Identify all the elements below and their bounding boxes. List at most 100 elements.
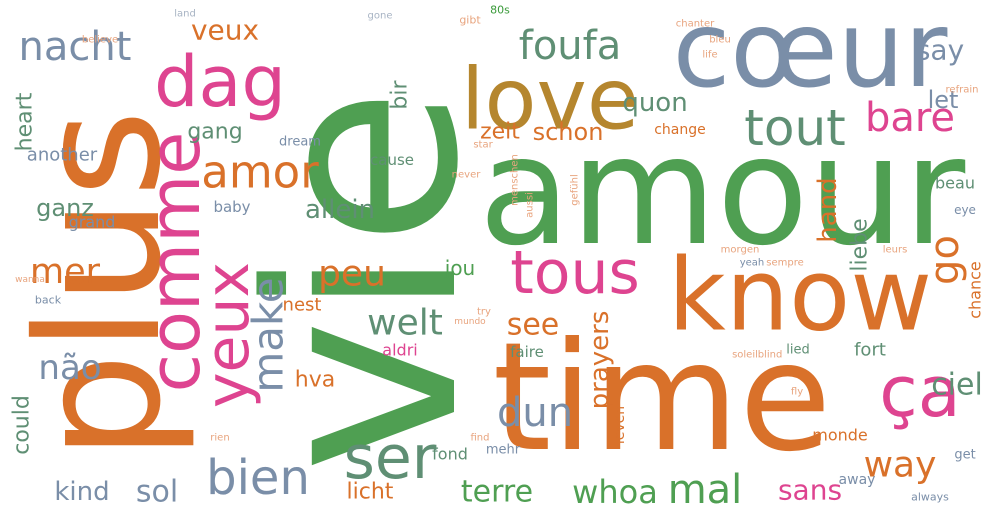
word: beau xyxy=(935,174,975,193)
word: nacht xyxy=(19,24,132,70)
word: say xyxy=(916,34,964,67)
word: find xyxy=(471,433,490,444)
word: hva xyxy=(295,368,335,393)
word: dream xyxy=(279,135,321,150)
word: zeit xyxy=(480,120,520,145)
word: blind xyxy=(758,350,783,361)
word: know xyxy=(668,237,932,354)
word: comme xyxy=(134,132,216,393)
word: mehr xyxy=(486,443,521,458)
word: sol xyxy=(136,475,178,510)
word: chanter xyxy=(676,19,715,30)
word: fort xyxy=(854,340,886,361)
word: mundo xyxy=(454,317,486,327)
word: back xyxy=(35,294,62,307)
word: plus xyxy=(1,109,199,460)
word: believe xyxy=(82,35,118,46)
word: schon xyxy=(533,118,604,146)
word: amour xyxy=(479,105,966,279)
word: let xyxy=(928,86,959,114)
word: gang xyxy=(187,120,242,145)
word: kind xyxy=(54,477,109,507)
word: bien xyxy=(206,450,310,506)
word: go xyxy=(922,235,968,285)
word: baby xyxy=(213,198,250,216)
word: fly xyxy=(791,387,803,398)
word: whoa xyxy=(572,473,658,511)
word: nest xyxy=(283,295,322,316)
word: make xyxy=(244,277,293,392)
word: ganz xyxy=(36,194,94,222)
word: mal xyxy=(668,467,743,513)
word: leven xyxy=(612,406,628,444)
word: could xyxy=(10,395,35,455)
word: leurs xyxy=(883,245,908,256)
word: sans xyxy=(778,474,842,507)
word: yeah xyxy=(740,258,765,269)
word: allein xyxy=(305,195,375,225)
word: ça xyxy=(879,351,960,433)
word: land xyxy=(174,9,196,20)
word: faire xyxy=(510,343,544,361)
word: bleu xyxy=(709,35,731,46)
word: dag xyxy=(154,41,286,123)
word: chance xyxy=(966,261,985,319)
word: terre xyxy=(461,475,533,510)
word: love xyxy=(461,51,639,150)
word: see xyxy=(507,308,560,343)
word: quon xyxy=(622,88,687,118)
word: bare xyxy=(865,95,955,141)
word: morgen xyxy=(721,245,760,256)
word: way xyxy=(864,445,937,486)
word: time xyxy=(493,311,832,485)
word: cœur xyxy=(673,0,949,111)
word: aldri xyxy=(382,341,417,360)
word: change xyxy=(654,122,706,138)
word: gefühl xyxy=(570,174,581,205)
word: licht xyxy=(347,480,394,505)
word: heart xyxy=(13,92,38,151)
word: try xyxy=(477,307,491,318)
word: lied xyxy=(786,343,809,358)
word: cause xyxy=(370,151,414,169)
word: veux xyxy=(191,14,259,47)
word: yeux xyxy=(193,262,263,408)
word: bir xyxy=(388,79,413,109)
word: liebe xyxy=(848,218,873,271)
word: amor xyxy=(201,146,319,199)
word: refrain xyxy=(946,85,979,96)
word: always xyxy=(911,491,949,504)
word: tous xyxy=(510,238,640,308)
word: sempre xyxy=(766,258,804,269)
word: monde xyxy=(812,426,868,445)
word: rien xyxy=(210,433,229,444)
word: gibt xyxy=(459,14,481,27)
word: jou xyxy=(444,256,475,280)
word: peu xyxy=(318,254,386,295)
word: ciel xyxy=(931,368,983,403)
word: ser xyxy=(344,423,437,493)
word: welt xyxy=(367,303,443,344)
word: star xyxy=(473,140,493,151)
word: foufa xyxy=(519,23,622,69)
word: vie xyxy=(214,87,516,473)
word: away xyxy=(839,472,876,488)
word: life xyxy=(702,50,717,61)
word: soleil xyxy=(732,350,758,361)
word: eye xyxy=(954,203,976,217)
word: aussi xyxy=(525,192,536,218)
word: menschen xyxy=(510,154,521,206)
word: tout xyxy=(744,99,846,157)
word: mer xyxy=(30,252,101,292)
word: hand xyxy=(813,177,843,242)
word: get xyxy=(954,448,975,463)
word: wanna xyxy=(15,275,45,285)
word: fond xyxy=(432,445,468,464)
word: grand xyxy=(69,213,116,232)
word: não xyxy=(38,348,101,388)
word: gone xyxy=(368,11,393,22)
word: prayers xyxy=(585,311,615,410)
title: 80s xyxy=(490,4,510,17)
word: another xyxy=(27,145,98,166)
